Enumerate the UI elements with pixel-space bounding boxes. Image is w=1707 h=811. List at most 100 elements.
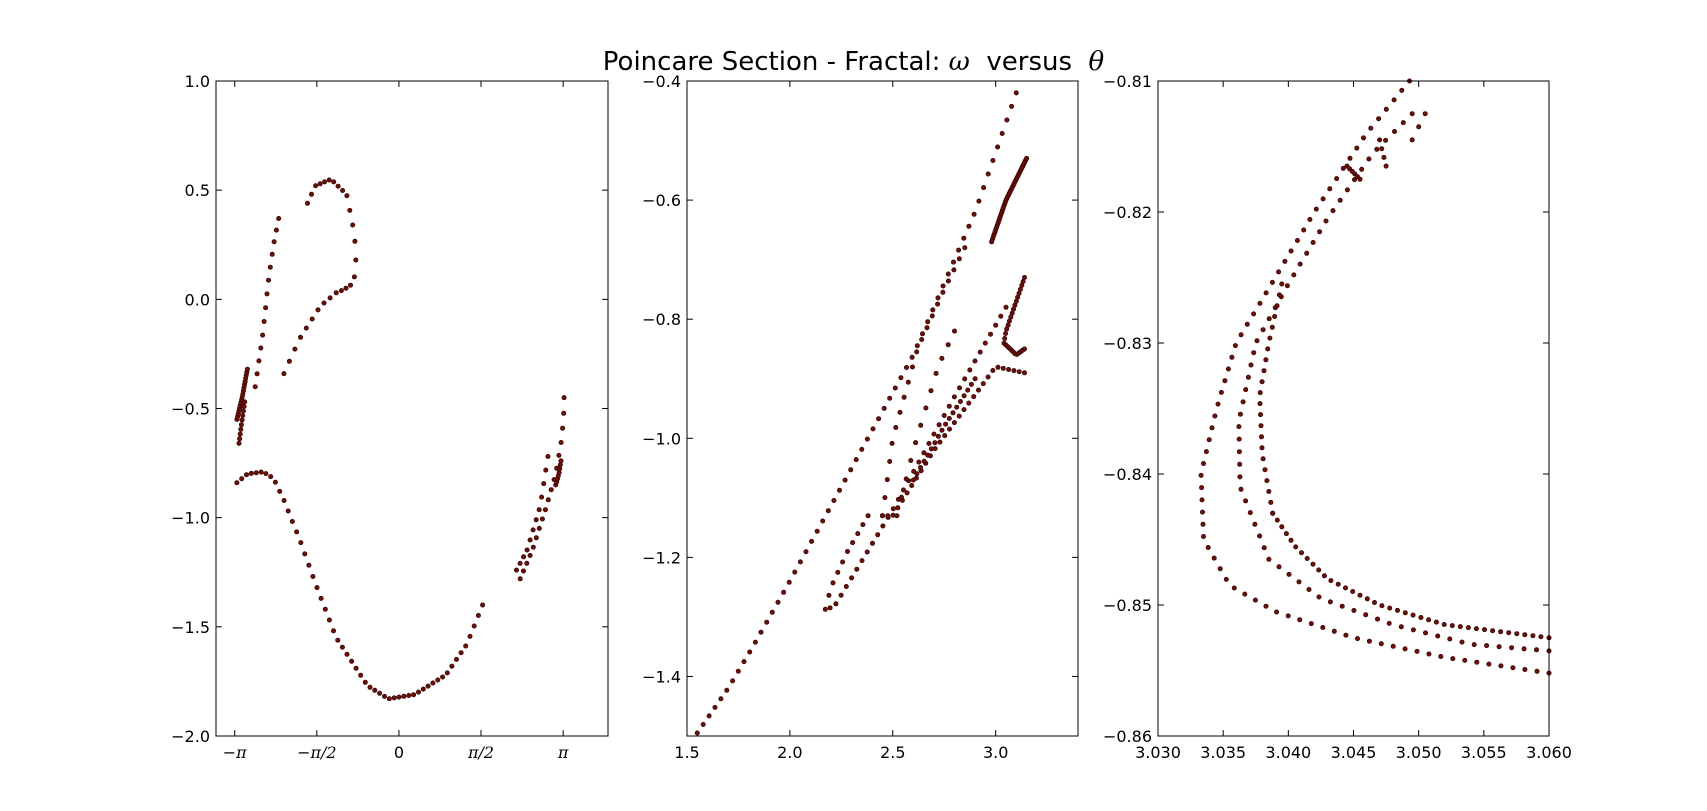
data-point bbox=[822, 606, 828, 612]
data-point bbox=[1245, 374, 1251, 380]
data-point bbox=[1231, 585, 1237, 591]
data-point bbox=[1378, 641, 1384, 647]
data-point bbox=[1244, 321, 1250, 327]
data-point bbox=[908, 457, 914, 463]
data-point bbox=[1355, 636, 1361, 642]
data-point bbox=[894, 513, 900, 519]
data-point bbox=[1274, 609, 1280, 615]
data-point bbox=[764, 619, 770, 625]
data-point bbox=[1334, 176, 1340, 182]
data-point bbox=[1340, 165, 1346, 171]
data-point bbox=[273, 227, 279, 233]
data-point bbox=[905, 379, 911, 385]
data-point bbox=[1337, 197, 1343, 203]
data-point bbox=[910, 477, 916, 483]
data-point bbox=[1279, 281, 1285, 287]
data-point bbox=[353, 257, 359, 263]
data-point bbox=[1263, 290, 1269, 296]
data-point bbox=[396, 694, 402, 700]
data-point bbox=[926, 440, 932, 446]
data-point bbox=[453, 656, 459, 662]
data-point bbox=[444, 670, 450, 676]
data-point bbox=[401, 693, 407, 699]
data-point bbox=[1522, 666, 1528, 672]
data-point bbox=[310, 573, 316, 579]
data-point bbox=[533, 535, 539, 541]
data-point bbox=[865, 513, 871, 519]
x-tick-label: 3.040 bbox=[1265, 743, 1311, 762]
data-point bbox=[1269, 324, 1275, 330]
data-point bbox=[524, 547, 530, 553]
data-point bbox=[260, 332, 266, 338]
data-point bbox=[1426, 617, 1432, 623]
data-point bbox=[1350, 588, 1356, 594]
y-tick-label: −0.85 bbox=[1103, 596, 1152, 615]
data-point bbox=[1392, 129, 1398, 135]
data-point bbox=[869, 540, 875, 546]
data-point bbox=[914, 471, 920, 477]
data-point bbox=[1465, 625, 1471, 631]
data-point bbox=[1243, 387, 1249, 393]
data-point bbox=[1257, 533, 1263, 539]
data-point bbox=[294, 529, 300, 535]
data-point bbox=[946, 415, 952, 421]
data-point bbox=[1438, 653, 1444, 659]
data-point bbox=[425, 683, 431, 689]
data-point bbox=[1266, 316, 1272, 322]
data-point bbox=[1534, 647, 1540, 653]
data-point bbox=[1276, 292, 1282, 298]
data-point bbox=[1383, 106, 1389, 112]
data-point bbox=[1225, 366, 1231, 372]
data-point bbox=[536, 507, 542, 513]
data-point bbox=[820, 518, 826, 524]
data-point bbox=[239, 476, 245, 482]
data-point bbox=[467, 633, 473, 639]
data-point bbox=[352, 238, 358, 244]
data-point bbox=[880, 523, 886, 529]
data-point bbox=[268, 474, 274, 480]
data-point bbox=[1291, 272, 1297, 278]
data-point bbox=[1242, 591, 1248, 597]
data-point bbox=[1387, 605, 1393, 611]
data-point bbox=[1390, 643, 1396, 649]
data-point bbox=[520, 568, 526, 574]
data-point bbox=[859, 446, 865, 452]
data-point bbox=[558, 458, 564, 464]
data-point bbox=[289, 518, 295, 524]
data-point bbox=[995, 364, 1001, 370]
data-point bbox=[458, 650, 464, 656]
data-point bbox=[1307, 217, 1313, 223]
data-point bbox=[1003, 330, 1009, 336]
data-point bbox=[343, 285, 349, 291]
data-point bbox=[887, 458, 893, 464]
data-point bbox=[435, 677, 441, 683]
data-point bbox=[1364, 596, 1370, 602]
data-point bbox=[860, 522, 866, 528]
data-point bbox=[1423, 630, 1429, 636]
data-point bbox=[536, 525, 542, 531]
data-point bbox=[1264, 478, 1270, 484]
data-point bbox=[302, 551, 308, 557]
data-point bbox=[1237, 461, 1243, 467]
x-tick-label: 2.5 bbox=[880, 743, 905, 762]
data-point bbox=[976, 198, 982, 204]
data-point bbox=[925, 452, 931, 458]
data-point bbox=[335, 183, 341, 189]
data-point bbox=[999, 131, 1005, 137]
data-point bbox=[844, 548, 850, 554]
title-prefix: Poincare Section - Fractal: bbox=[602, 47, 949, 77]
data-point bbox=[918, 422, 924, 428]
data-point bbox=[1459, 639, 1465, 645]
chart-title: Poincare Section - Fractal: ω versus θ bbox=[0, 47, 1707, 77]
data-point bbox=[914, 343, 920, 349]
data-point bbox=[831, 497, 837, 503]
data-point bbox=[240, 408, 246, 414]
data-point bbox=[238, 422, 244, 428]
data-point bbox=[1372, 599, 1378, 605]
title-theta: θ bbox=[1088, 47, 1105, 77]
data-point bbox=[317, 181, 323, 187]
data-point bbox=[240, 412, 246, 418]
data-point bbox=[1377, 137, 1383, 143]
data-point bbox=[950, 410, 956, 416]
data-point bbox=[1259, 445, 1265, 451]
